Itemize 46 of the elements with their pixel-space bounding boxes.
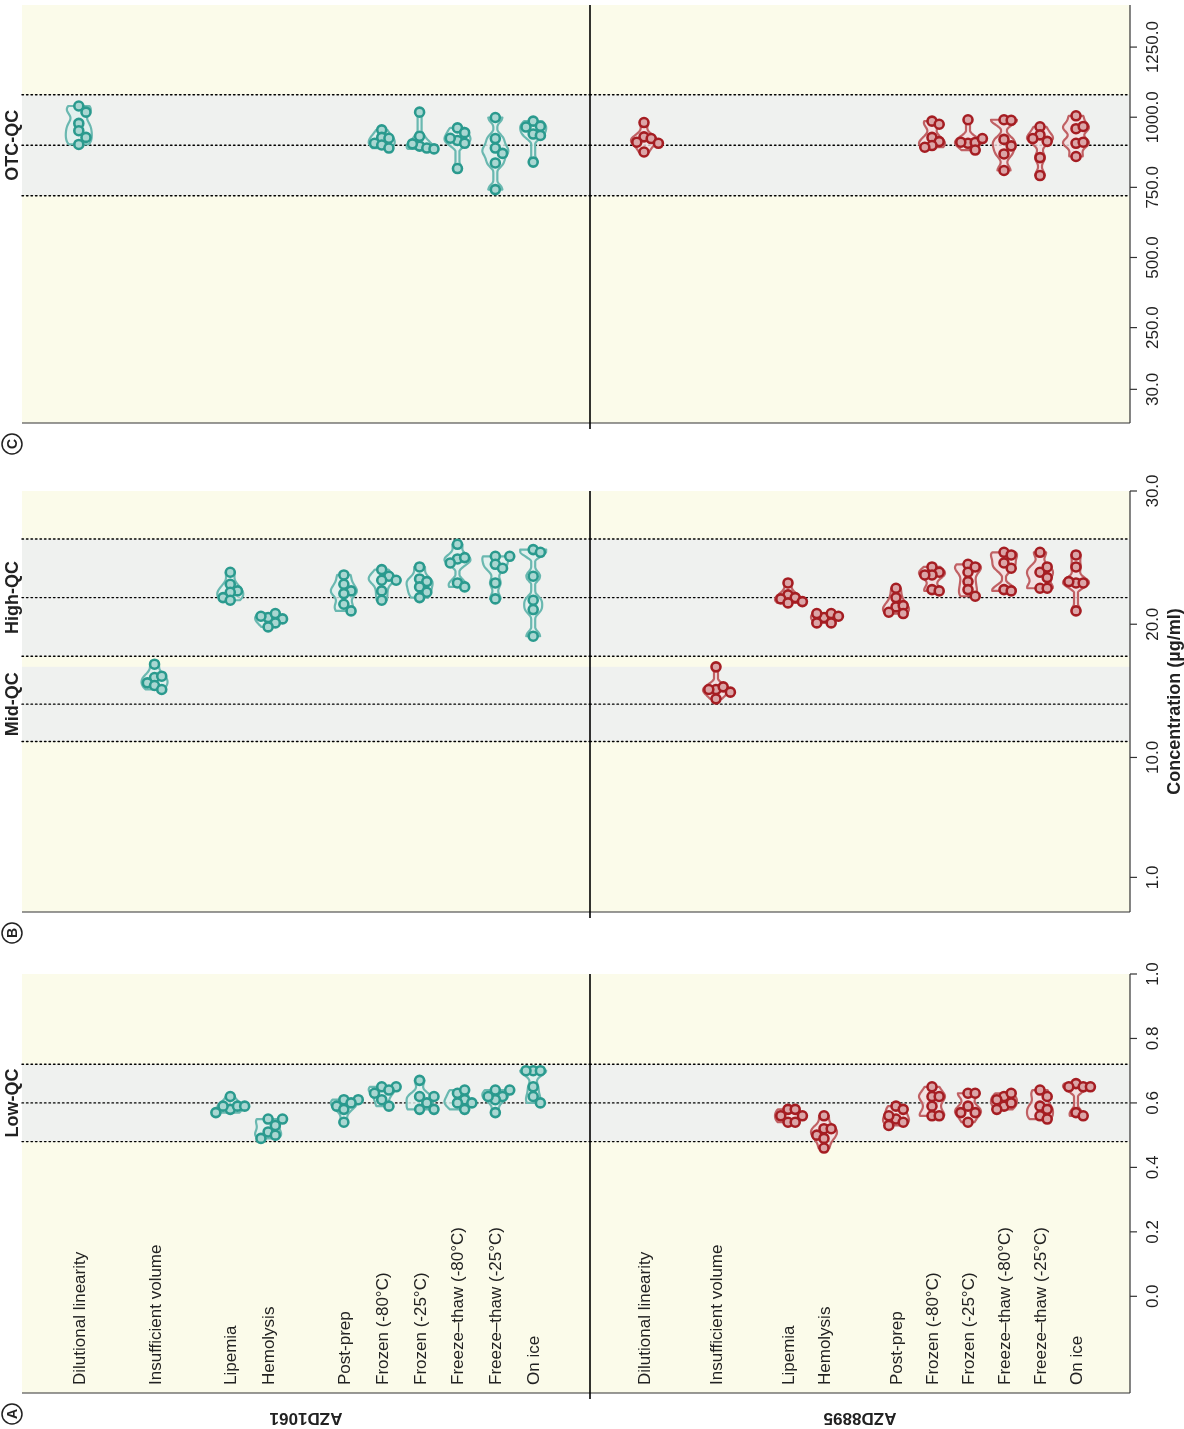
text: B: [4, 927, 21, 939]
y-tick-label: 1250.0: [1143, 21, 1162, 74]
x-tick-label: On ice: [1067, 1335, 1086, 1385]
y-tick-label: 250.0: [1143, 306, 1162, 349]
y-tick-label: 500.0: [1143, 236, 1162, 279]
y-tick-label: 10.0: [1143, 740, 1162, 774]
x-tick-label: Frozen (-25°C): [410, 1272, 430, 1385]
y-tick-label: 750.0: [1143, 166, 1162, 209]
text: Mid-QC: [2, 672, 22, 737]
x-tick-label: Post-prep: [334, 1311, 354, 1385]
x-tick-label: Frozen (-25°C): [959, 1272, 978, 1385]
x-tick-label: Dilutional linearity: [69, 1251, 89, 1385]
y-tick-label: 1.0: [1143, 865, 1162, 890]
x-tick-label: Frozen (-80°C): [372, 1272, 392, 1385]
y-tick-label: 0.2: [1143, 1220, 1162, 1244]
text: C: [4, 438, 21, 450]
x-tick-label: Freeze–thaw (-80°C): [995, 1227, 1014, 1385]
x-tick-label: Freeze–thaw (-80°C): [448, 1227, 468, 1385]
text: Low-QC: [2, 1068, 22, 1138]
x-tick-label: Freeze–thaw (-25°C): [486, 1227, 506, 1385]
x-tick-label: Lipemia: [779, 1324, 798, 1385]
y-tick-label: 0.6: [1143, 1091, 1162, 1115]
y-axis-title: Concentration (µg/ml): [1164, 608, 1184, 795]
x-tick-label: Lipemia: [221, 1324, 241, 1385]
x-tick-label: Dilutional linearity: [635, 1251, 654, 1385]
x-tick-label: Post-prep: [887, 1311, 906, 1385]
x-tick-label: Insufficient volume: [707, 1244, 726, 1385]
x-tick-label: Hemolysis: [815, 1306, 834, 1385]
text: A: [4, 1408, 21, 1420]
x-tick-label: Hemolysis: [259, 1306, 279, 1385]
y-tick-label: 0.8: [1143, 1026, 1162, 1051]
x-axis-title: AZD1061: [269, 1409, 343, 1428]
y-tick-label: 1.0: [1143, 962, 1162, 986]
y-tick-label: 30.0: [1143, 372, 1162, 406]
x-tick-label: On ice: [524, 1335, 544, 1385]
x-axis-title: AZD8895: [823, 1409, 897, 1428]
y-tick-label: 30.0: [1143, 474, 1162, 508]
y-tick-label: 20.0: [1143, 607, 1162, 641]
y-tick-label: 0.0: [1143, 1284, 1162, 1309]
x-tick-label: Insufficient volume: [145, 1244, 165, 1385]
text: High-QC: [2, 561, 22, 635]
y-tick-label: 1000.0: [1143, 91, 1162, 144]
y-tick-label: 0.4: [1143, 1155, 1162, 1180]
x-tick-label: Freeze–thaw (-25°C): [1031, 1227, 1050, 1385]
text: OTC-QC: [2, 109, 22, 181]
x-tick-label: Frozen (-80°C): [923, 1272, 942, 1385]
